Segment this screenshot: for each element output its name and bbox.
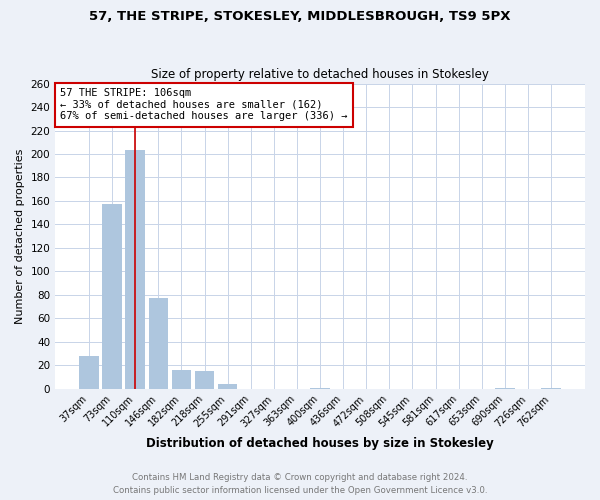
Bar — [218, 384, 238, 389]
Bar — [195, 371, 214, 389]
Text: Contains HM Land Registry data © Crown copyright and database right 2024.
Contai: Contains HM Land Registry data © Crown c… — [113, 474, 487, 495]
Bar — [495, 388, 515, 389]
Bar — [310, 388, 330, 389]
Text: 57, THE STRIPE, STOKESLEY, MIDDLESBROUGH, TS9 5PX: 57, THE STRIPE, STOKESLEY, MIDDLESBROUGH… — [89, 10, 511, 23]
Y-axis label: Number of detached properties: Number of detached properties — [15, 148, 25, 324]
X-axis label: Distribution of detached houses by size in Stokesley: Distribution of detached houses by size … — [146, 437, 494, 450]
Bar — [149, 298, 168, 389]
Bar — [125, 150, 145, 389]
Bar — [103, 204, 122, 389]
Bar — [172, 370, 191, 389]
Bar — [79, 356, 99, 389]
Title: Size of property relative to detached houses in Stokesley: Size of property relative to detached ho… — [151, 68, 489, 81]
Bar — [541, 388, 561, 389]
Text: 57 THE STRIPE: 106sqm
← 33% of detached houses are smaller (162)
67% of semi-det: 57 THE STRIPE: 106sqm ← 33% of detached … — [61, 88, 348, 122]
